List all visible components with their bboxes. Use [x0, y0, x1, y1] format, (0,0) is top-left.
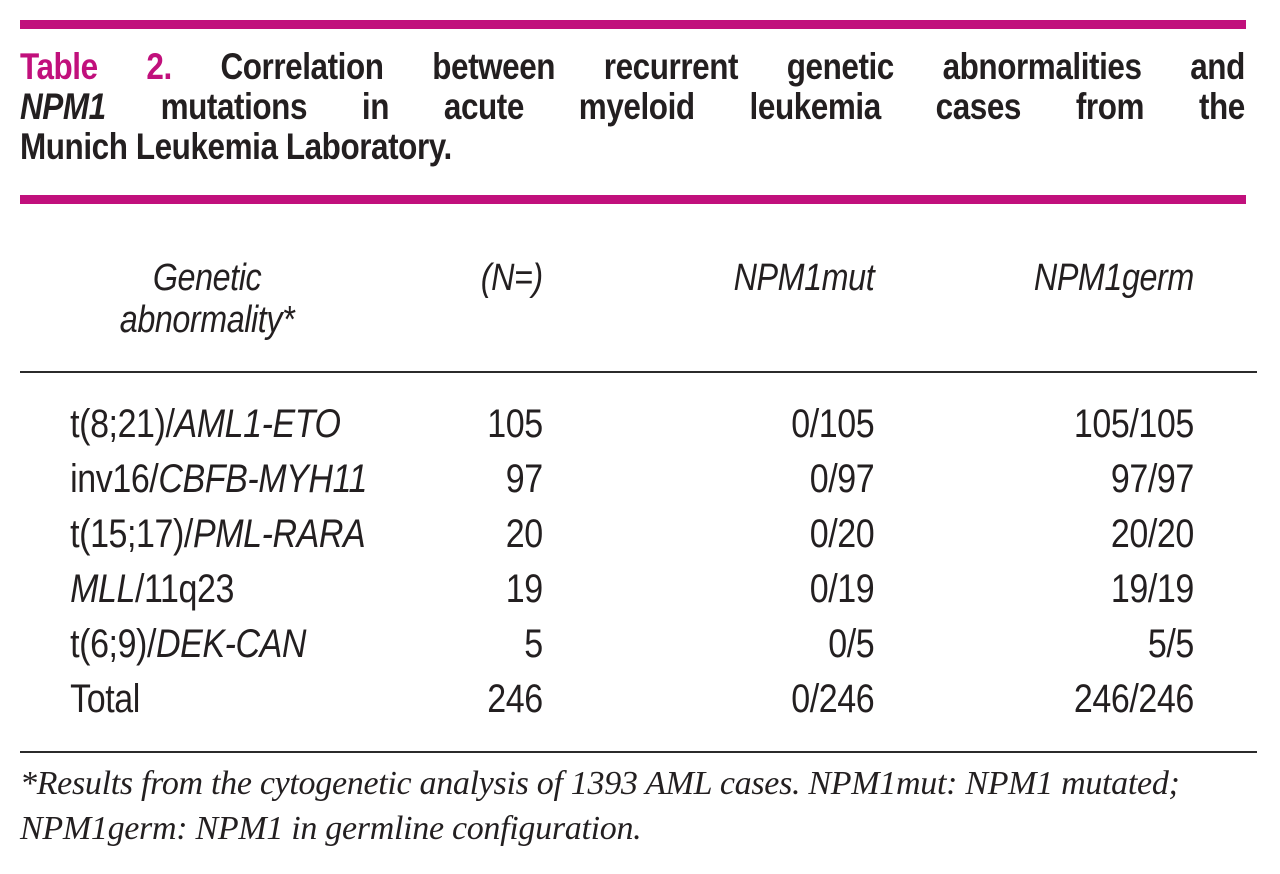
- caption-line-3: Munich Leukemia Laboratory.: [20, 127, 1245, 167]
- cell-npm1mut: 0/105: [791, 402, 875, 446]
- cell-n: 97: [505, 457, 543, 501]
- table-figure: Table 2. Correlation between recurrent g…: [20, 20, 1280, 851]
- caption-line-2: NPM1 mutations in acute myeloid leukemia…: [20, 87, 1245, 127]
- row-label-gene: AML1-ETO: [174, 402, 341, 446]
- cell-n: 19: [505, 567, 543, 611]
- col-header-genetic-abnormality: Genetic abnormality*: [20, 257, 394, 341]
- table-row: t(8;21)/AML1-ETO 105 0/105 105/105: [20, 397, 1245, 452]
- cell-npm1germ: 246/246: [1073, 677, 1194, 721]
- cell-n: 5: [524, 622, 543, 666]
- row-label-gene: DEK-CAN: [155, 622, 307, 666]
- row-label-gene: MLL: [70, 567, 136, 611]
- table-row: MLL/11q23 19 0/19 19/19: [20, 562, 1245, 617]
- cell-npm1germ: 105/105: [1073, 402, 1194, 446]
- table-footnote: *Results from the cytogenetic analysis o…: [20, 765, 1180, 847]
- col-header-n: (N=): [480, 257, 543, 299]
- footnote-divider-rule: [20, 751, 1257, 753]
- row-label: t(6;9)/DEK-CAN: [20, 617, 394, 672]
- cell-n: 105: [487, 402, 543, 446]
- cell-n: 20: [505, 512, 543, 556]
- col-header-line-1: Genetic: [152, 257, 262, 299]
- cell-npm1mut: 0/19: [809, 567, 875, 611]
- cell-npm1germ: 19/19: [1110, 567, 1194, 611]
- cell-npm1mut: 0/5: [828, 622, 875, 666]
- table-row: inv16/CBFB-MYH11 97 0/97 97/97: [20, 452, 1245, 507]
- top-accent-rule: [20, 20, 1246, 29]
- table-row: t(6;9)/DEK-CAN 5 0/5 5/5: [20, 617, 1245, 672]
- row-label-gene: PML-RARA: [192, 512, 366, 556]
- row-label-roman: /11q23: [135, 567, 234, 611]
- row-label: MLL/11q23: [20, 562, 394, 617]
- caption-text-2: mutations in acute myeloid leukemia case…: [160, 86, 1246, 127]
- table-number-label: Table 2.: [20, 46, 172, 87]
- row-label-roman: t(8;21)/: [70, 402, 175, 446]
- row-label: t(15;17)/PML-RARA: [20, 507, 394, 562]
- row-label-roman: t(15;17)/: [70, 512, 193, 556]
- caption-text-1: Correlation between recurrent genetic ab…: [220, 46, 1245, 87]
- cell-npm1germ: 5/5: [1147, 622, 1194, 666]
- gene-name-npm1: NPM1: [20, 86, 106, 127]
- col-header-npm1germ: NPM1germ: [1033, 257, 1194, 299]
- row-label-roman: t(6;9)/: [70, 622, 156, 666]
- cell-n: 246: [487, 677, 543, 721]
- cell-npm1mut: 0/97: [809, 457, 875, 501]
- row-label: inv16/CBFB-MYH11: [20, 452, 394, 507]
- caption-line-1: Table 2. Correlation between recurrent g…: [20, 47, 1245, 87]
- header-divider-rule: [20, 371, 1257, 373]
- table-row: t(15;17)/PML-RARA 20 0/20 20/20: [20, 507, 1245, 562]
- row-label-roman: Total: [70, 677, 140, 721]
- table-caption: Table 2. Correlation between recurrent g…: [20, 47, 1245, 167]
- mid-accent-rule: [20, 195, 1246, 204]
- table-body: t(8;21)/AML1-ETO 105 0/105 105/105 inv16…: [20, 397, 1245, 727]
- row-label-roman: inv16/: [70, 457, 159, 501]
- cell-npm1mut: 0/20: [809, 512, 875, 556]
- col-header-npm1mut: NPM1mut: [733, 257, 875, 299]
- cell-npm1germ: 97/97: [1110, 457, 1194, 501]
- table-header-row: Genetic abnormality* (N=) NPM1mut NPM1ge…: [20, 257, 1245, 341]
- cell-npm1germ: 20/20: [1110, 512, 1194, 556]
- table-row-total: Total 246 0/246 246/246: [20, 672, 1245, 727]
- row-label-gene: CBFB-MYH11: [158, 457, 367, 501]
- caption-text-3: Munich Leukemia Laboratory.: [20, 126, 452, 167]
- col-header-line-2: abnormality*: [119, 299, 295, 341]
- row-label: Total: [20, 672, 394, 727]
- cell-npm1mut: 0/246: [791, 677, 875, 721]
- row-label: t(8;21)/AML1-ETO: [20, 397, 394, 452]
